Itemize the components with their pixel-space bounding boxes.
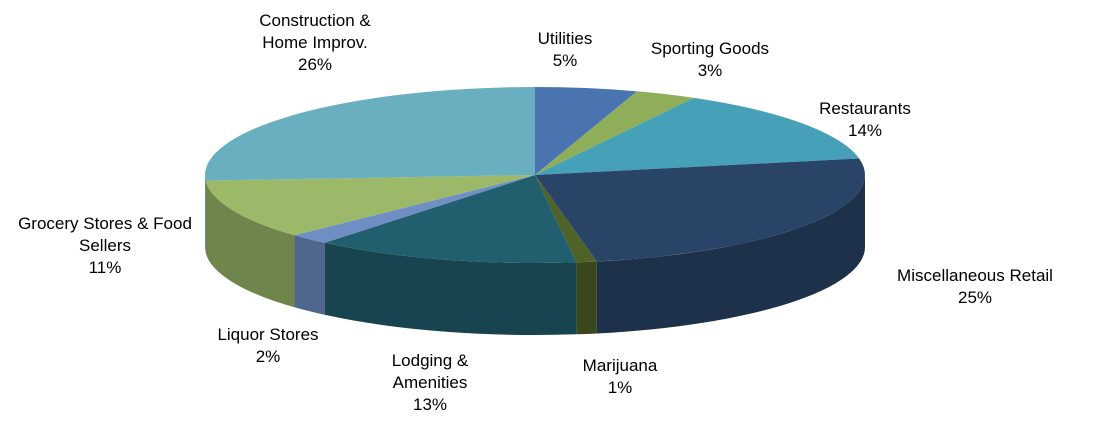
category-name: Sporting Goods (650, 39, 770, 58)
value-label: 14% (847, 121, 883, 140)
category-name: Lodging & Amenities (391, 351, 469, 392)
value-label: 25% (957, 288, 993, 307)
slice-side (596, 175, 865, 334)
value-label: 1% (607, 378, 633, 397)
category-name: Miscellaneous Retail (897, 266, 1053, 285)
slice-side (205, 175, 206, 253)
slice (535, 158, 865, 262)
slice (535, 97, 860, 175)
slice-label: Utilities 5% (505, 28, 625, 72)
value-label: 5% (552, 51, 578, 70)
slice-label: Grocery Stores & Food Sellers 11% (15, 213, 195, 279)
slice (535, 87, 637, 175)
slice-label: Marijuana 1% (560, 355, 680, 399)
category-name: Utilities (537, 29, 593, 48)
category-name: Liquor Stores (217, 325, 319, 344)
slice-label: Liquor Stores 2% (193, 324, 343, 368)
slice (324, 175, 577, 263)
slice-label: Construction & Home Improv. 26% (240, 10, 390, 76)
slice-side (576, 261, 597, 335)
category-name: Restaurants (819, 99, 911, 118)
value-label: 2% (255, 347, 281, 366)
slice-label: Restaurants 14% (795, 98, 935, 142)
slice (205, 87, 535, 181)
slice-label: Lodging & Amenities 13% (375, 350, 485, 416)
value-label: 3% (697, 61, 723, 80)
slice-label: Miscellaneous Retail 25% (855, 265, 1095, 309)
slice (535, 91, 694, 175)
slice (294, 175, 535, 243)
slice (205, 175, 535, 236)
slice (535, 175, 597, 263)
value-label: 13% (412, 395, 448, 414)
category-name: Construction & Home Improv. (259, 11, 371, 52)
slice-side (324, 242, 577, 335)
slice-side (205, 180, 295, 308)
value-label: 26% (297, 55, 333, 74)
category-name: Marijuana (582, 356, 658, 375)
value-label: 11% (88, 258, 122, 277)
category-name: Grocery Stores & Food Sellers (18, 214, 192, 255)
slice-side (294, 235, 325, 315)
slice-label: Sporting Goods 3% (630, 38, 790, 82)
